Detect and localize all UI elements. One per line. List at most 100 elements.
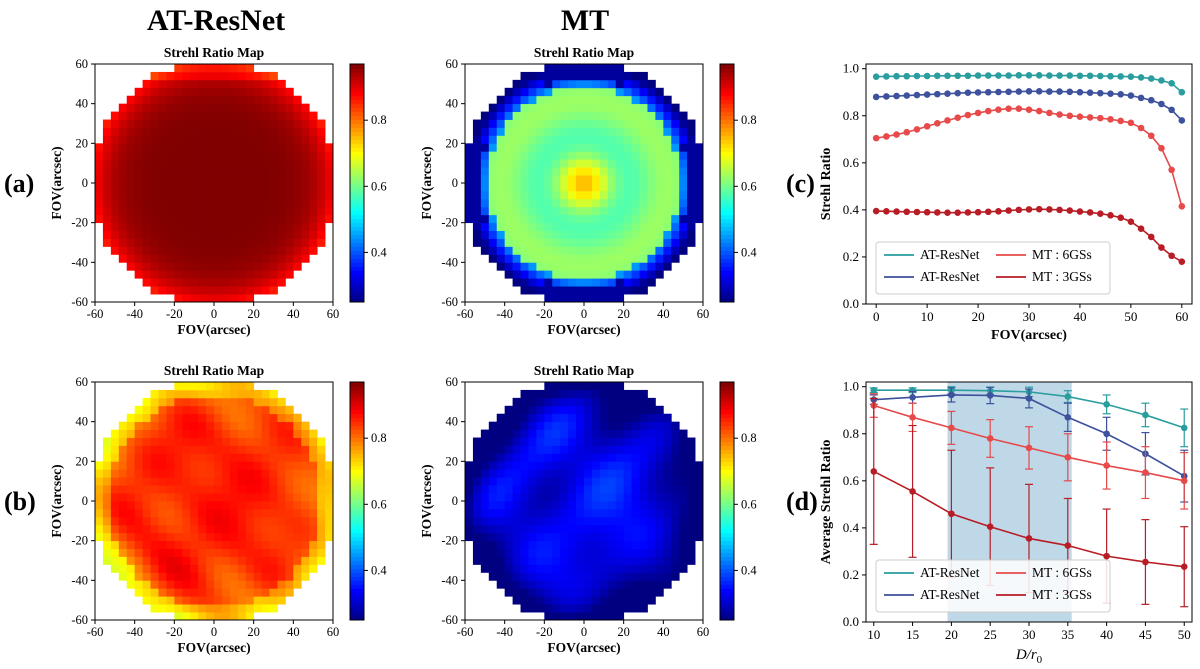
data-point xyxy=(913,91,921,99)
map-cell xyxy=(520,596,529,605)
colorbar-segment xyxy=(720,493,734,498)
map-cell xyxy=(134,453,143,462)
map-cell xyxy=(544,71,553,81)
map-cell xyxy=(568,64,577,73)
map-cell xyxy=(174,501,183,510)
map-cell xyxy=(695,175,704,184)
map-cell xyxy=(599,588,609,597)
map-cell xyxy=(325,159,334,168)
map-cell xyxy=(687,548,696,557)
map-cell xyxy=(150,540,159,549)
map-cell xyxy=(528,445,537,454)
map-cell xyxy=(536,230,545,239)
map-cell xyxy=(126,103,136,112)
map-cell xyxy=(245,246,255,255)
map-cell xyxy=(576,230,585,239)
map-cell xyxy=(206,405,215,415)
map-cell xyxy=(584,405,593,415)
map-cell xyxy=(237,119,247,128)
colorbar-segment xyxy=(720,560,734,565)
map-cell xyxy=(269,524,278,534)
map-y-tick-label: 60 xyxy=(76,375,89,389)
data-point xyxy=(1137,94,1145,102)
map-cell xyxy=(182,501,191,510)
colorbar-segment xyxy=(720,190,734,196)
map-cell xyxy=(520,429,529,438)
map-cell xyxy=(496,572,506,581)
map-cell xyxy=(647,222,656,231)
map-cell xyxy=(679,119,688,128)
map-cell xyxy=(182,135,191,144)
map-cell xyxy=(568,127,577,136)
map-cell xyxy=(615,230,625,239)
map-cell xyxy=(285,159,294,168)
map-cell xyxy=(584,389,593,399)
map-cell xyxy=(599,143,609,152)
map-cell xyxy=(206,572,215,581)
map-cell xyxy=(544,214,553,224)
map-cell xyxy=(552,222,561,231)
map-cell xyxy=(293,556,302,565)
map-cell xyxy=(520,540,529,549)
map-cell xyxy=(110,429,120,438)
map-cell xyxy=(142,461,151,470)
map-cell xyxy=(480,477,490,486)
map-cell xyxy=(237,222,247,231)
map-cell xyxy=(584,103,593,112)
colorbar-segment xyxy=(720,238,734,243)
map-cell xyxy=(198,556,207,565)
map-cell xyxy=(504,540,513,549)
colorbar-segment xyxy=(720,131,734,136)
map-cell xyxy=(269,190,278,200)
map-cell xyxy=(584,588,593,597)
map-cell xyxy=(607,135,617,144)
map-cell xyxy=(126,214,136,224)
map-cell xyxy=(253,477,262,486)
map-cell xyxy=(607,254,617,263)
map-cell xyxy=(520,437,529,446)
map-cell xyxy=(110,453,120,462)
map-cell xyxy=(528,214,537,224)
map-cell xyxy=(126,493,136,502)
map-cell xyxy=(647,469,656,478)
map-cell xyxy=(647,214,656,224)
map-cell xyxy=(174,119,183,128)
map-cell xyxy=(504,135,513,144)
map-cell xyxy=(118,501,128,510)
map-cell xyxy=(237,612,247,621)
map-cell xyxy=(198,532,207,542)
map-cell xyxy=(229,183,239,192)
map-cell xyxy=(325,516,334,526)
map-cell xyxy=(301,206,310,216)
map-cell xyxy=(496,246,506,255)
legend-label: AT-ResNet xyxy=(920,269,980,284)
map-cell xyxy=(214,501,223,510)
map-cell xyxy=(261,604,270,613)
map-cell xyxy=(182,246,191,255)
map-cell xyxy=(309,469,318,478)
map-cell xyxy=(198,397,207,407)
map-cell xyxy=(221,151,231,160)
map-cell xyxy=(309,127,318,136)
map-cell xyxy=(488,183,498,192)
map-cell xyxy=(245,477,255,486)
map-cell xyxy=(142,159,151,168)
colorbar-segment xyxy=(720,127,734,132)
map-cell xyxy=(126,262,136,271)
map-cell xyxy=(552,596,561,605)
colorbar-segment xyxy=(720,453,734,458)
map-cell xyxy=(584,524,593,534)
legend-label: MT : 6GSs xyxy=(1032,247,1092,262)
map-cell xyxy=(190,564,199,573)
map-cell xyxy=(520,71,529,81)
map-cell xyxy=(599,493,609,502)
map-cell xyxy=(142,238,151,247)
map-cell xyxy=(663,206,672,216)
map-cell xyxy=(198,493,207,502)
map-cell xyxy=(655,437,664,446)
map-cell xyxy=(221,389,231,399)
map-cell xyxy=(472,453,482,462)
colorbar-segment xyxy=(350,179,364,184)
map-cell xyxy=(269,230,278,239)
